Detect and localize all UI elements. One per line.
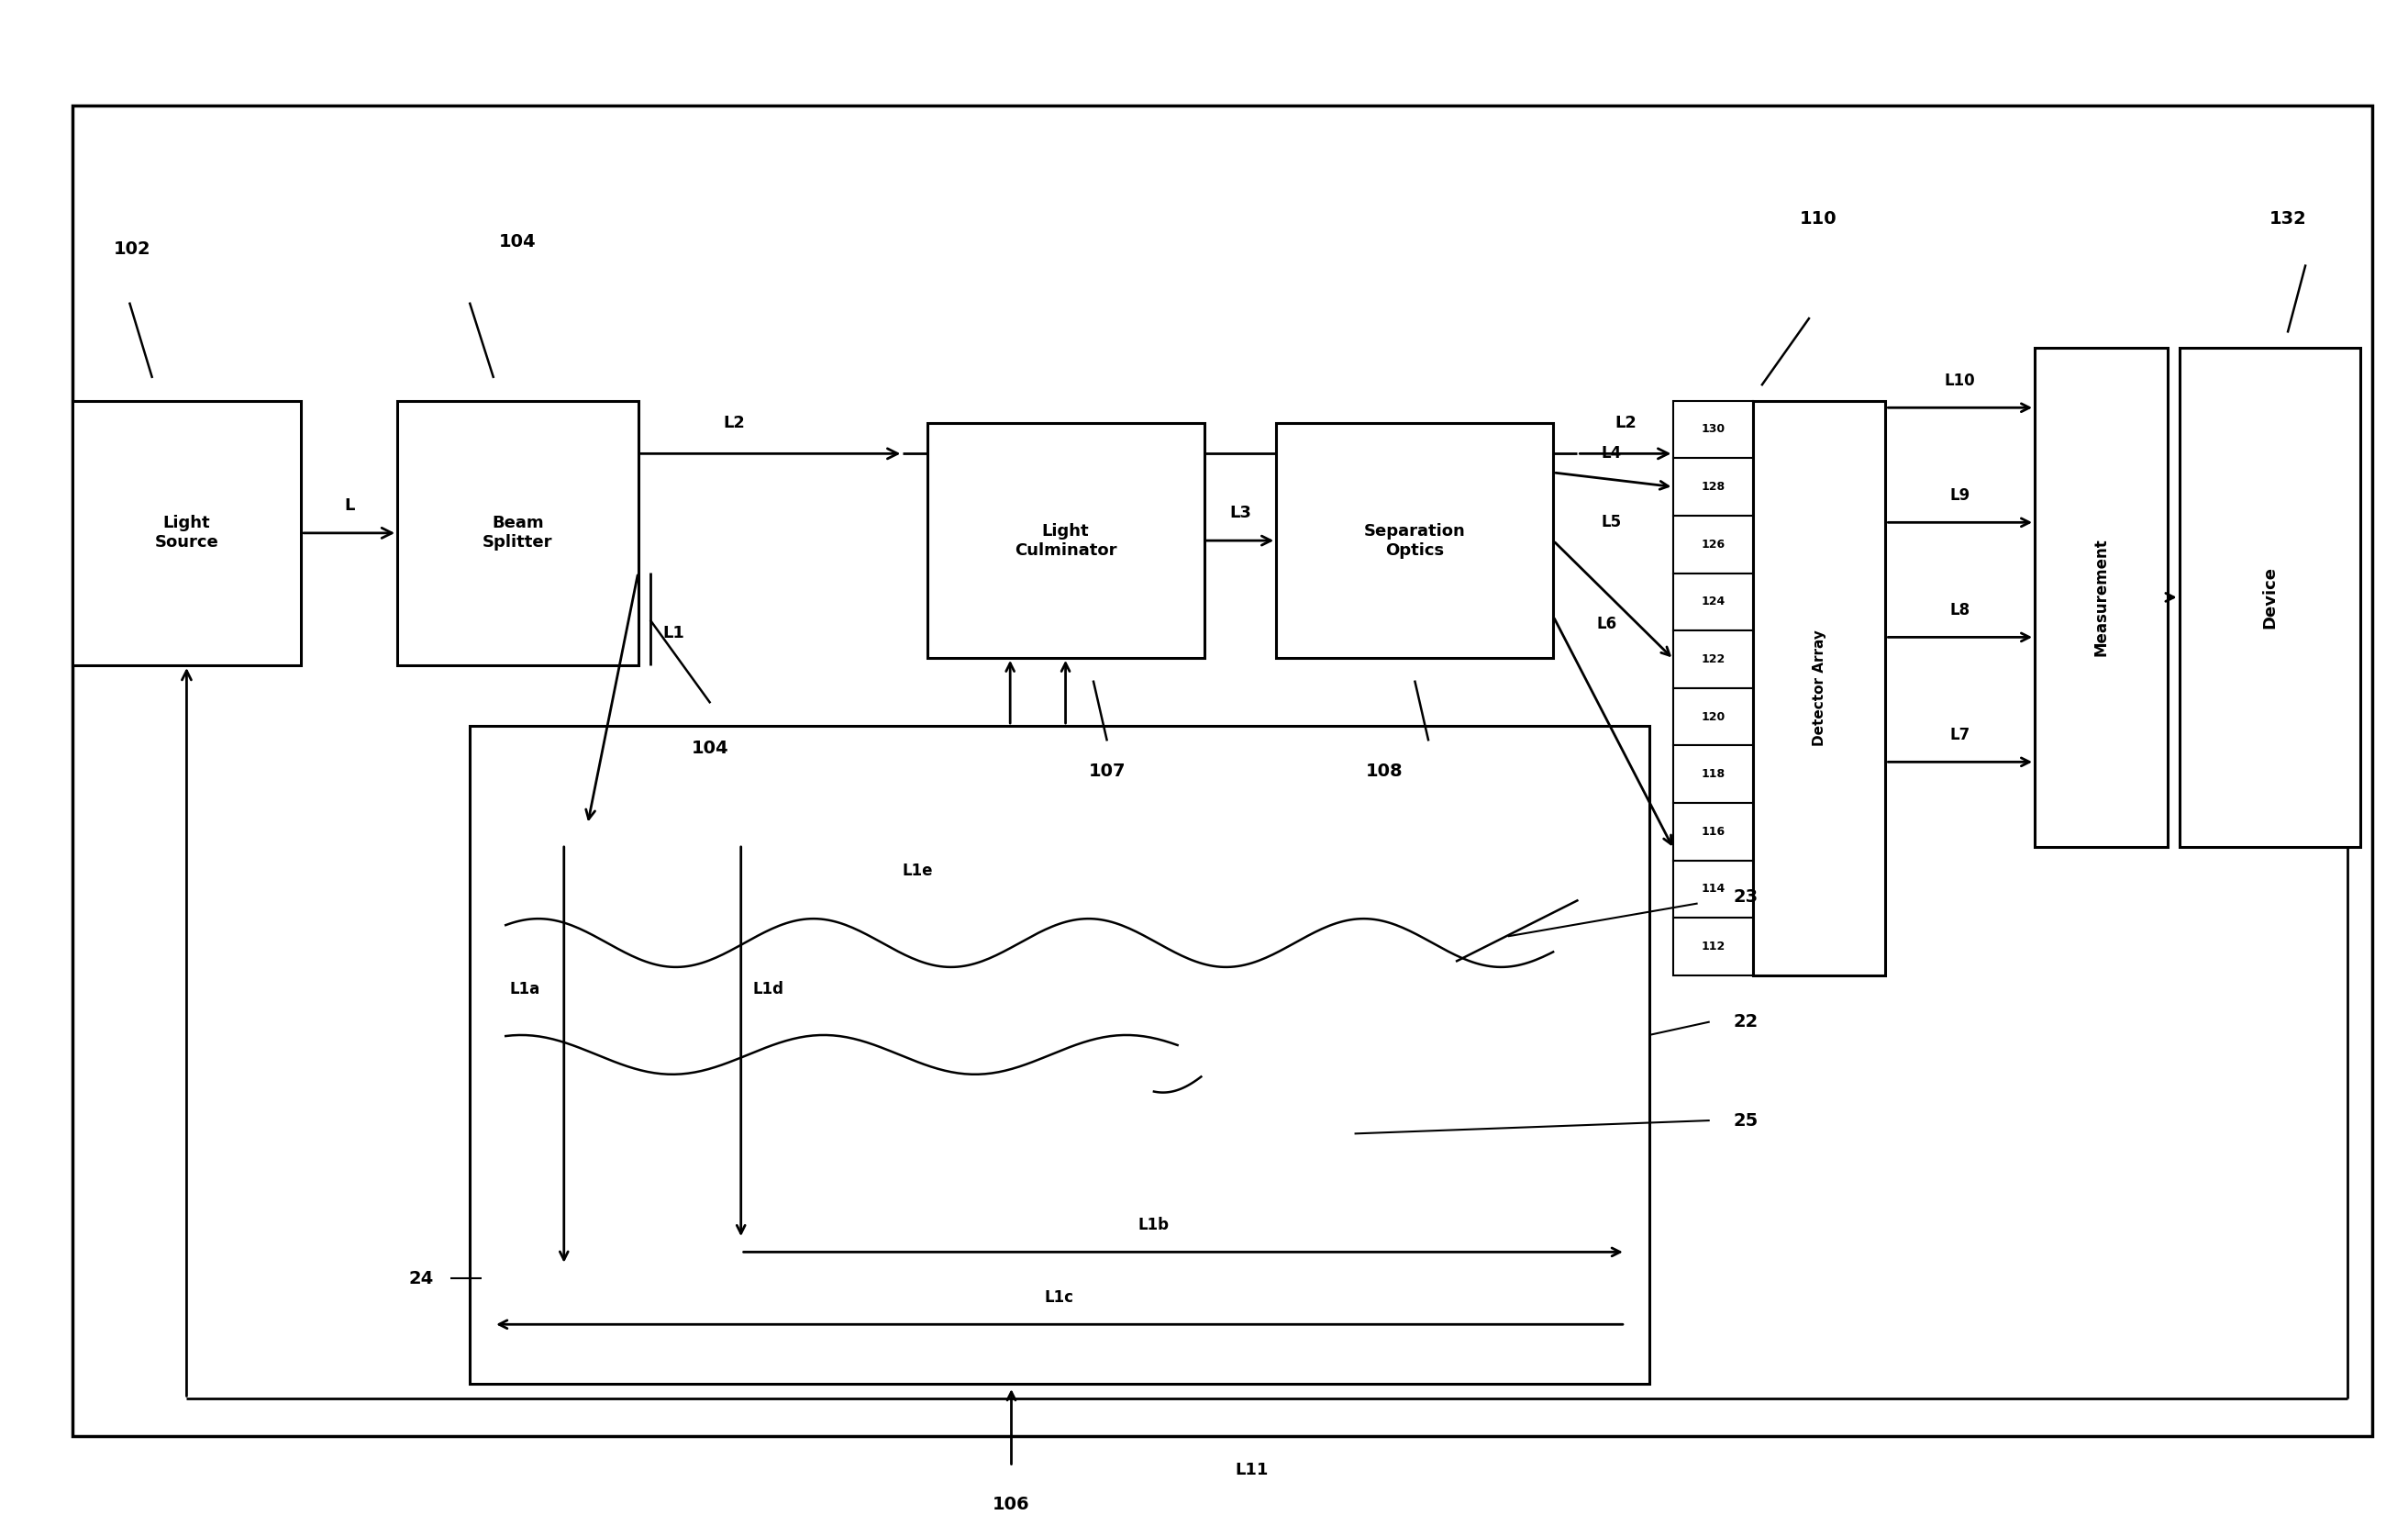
Text: 25: 25 bbox=[1734, 1112, 1758, 1129]
FancyBboxPatch shape bbox=[1276, 423, 1553, 658]
FancyBboxPatch shape bbox=[1674, 803, 1753, 861]
Text: 102: 102 bbox=[113, 241, 152, 258]
FancyBboxPatch shape bbox=[1674, 745, 1753, 803]
Text: L10: L10 bbox=[1946, 373, 1975, 389]
Text: L1: L1 bbox=[662, 626, 684, 641]
Text: L11: L11 bbox=[1235, 1462, 1269, 1479]
Text: 110: 110 bbox=[1799, 211, 1837, 227]
Text: 106: 106 bbox=[992, 1495, 1031, 1513]
Text: 23: 23 bbox=[1734, 888, 1758, 906]
Text: 104: 104 bbox=[691, 739, 730, 758]
Text: L2: L2 bbox=[1613, 415, 1637, 432]
Text: 116: 116 bbox=[1702, 826, 1724, 838]
FancyBboxPatch shape bbox=[2035, 348, 2167, 847]
FancyBboxPatch shape bbox=[1674, 515, 1753, 573]
Text: L7: L7 bbox=[1950, 727, 1970, 742]
Text: 112: 112 bbox=[1700, 941, 1724, 953]
Text: 126: 126 bbox=[1702, 538, 1724, 550]
Text: L4: L4 bbox=[1601, 444, 1621, 461]
FancyBboxPatch shape bbox=[1674, 573, 1753, 630]
FancyBboxPatch shape bbox=[1674, 630, 1753, 688]
Text: 24: 24 bbox=[409, 1270, 433, 1288]
FancyBboxPatch shape bbox=[1674, 458, 1753, 515]
Text: 108: 108 bbox=[1365, 762, 1404, 780]
FancyBboxPatch shape bbox=[1674, 400, 1753, 458]
Text: 130: 130 bbox=[1702, 424, 1724, 435]
Text: L1d: L1d bbox=[754, 980, 785, 997]
Text: 118: 118 bbox=[1702, 768, 1724, 780]
Text: 124: 124 bbox=[1700, 595, 1724, 608]
Text: Detector Array: Detector Array bbox=[1813, 630, 1825, 747]
Text: L3: L3 bbox=[1228, 504, 1252, 521]
Text: Light
Culminator: Light Culminator bbox=[1014, 523, 1117, 559]
Text: L1b: L1b bbox=[1139, 1217, 1170, 1233]
Text: 104: 104 bbox=[498, 233, 537, 250]
Text: L: L bbox=[344, 497, 354, 514]
Text: L2: L2 bbox=[722, 415, 746, 432]
Text: L5: L5 bbox=[1601, 514, 1621, 530]
Text: Device: Device bbox=[2261, 567, 2278, 629]
Text: 128: 128 bbox=[1702, 480, 1724, 492]
FancyBboxPatch shape bbox=[72, 400, 301, 665]
FancyBboxPatch shape bbox=[1753, 400, 1885, 976]
Text: Separation
Optics: Separation Optics bbox=[1363, 523, 1466, 559]
FancyBboxPatch shape bbox=[927, 423, 1204, 658]
Text: L6: L6 bbox=[1597, 615, 1616, 632]
Text: 22: 22 bbox=[1734, 1014, 1758, 1030]
Text: Measurement: Measurement bbox=[2093, 538, 2109, 656]
Text: L1e: L1e bbox=[903, 862, 934, 879]
Text: 114: 114 bbox=[1700, 883, 1724, 895]
FancyBboxPatch shape bbox=[470, 726, 1649, 1383]
Text: 120: 120 bbox=[1700, 711, 1724, 723]
FancyBboxPatch shape bbox=[1674, 861, 1753, 918]
Text: L8: L8 bbox=[1950, 601, 1970, 618]
Text: L1c: L1c bbox=[1045, 1289, 1074, 1306]
FancyBboxPatch shape bbox=[1674, 918, 1753, 976]
Text: Beam
Splitter: Beam Splitter bbox=[482, 515, 554, 551]
Text: 122: 122 bbox=[1700, 653, 1724, 665]
Text: 132: 132 bbox=[2268, 211, 2307, 227]
Text: 107: 107 bbox=[1088, 762, 1127, 780]
Text: L9: L9 bbox=[1950, 486, 1970, 503]
Text: L1a: L1a bbox=[510, 980, 539, 997]
FancyBboxPatch shape bbox=[1674, 688, 1753, 745]
FancyBboxPatch shape bbox=[2179, 348, 2360, 847]
FancyBboxPatch shape bbox=[72, 106, 2372, 1436]
FancyBboxPatch shape bbox=[397, 400, 638, 665]
Text: Light
Source: Light Source bbox=[154, 515, 219, 551]
